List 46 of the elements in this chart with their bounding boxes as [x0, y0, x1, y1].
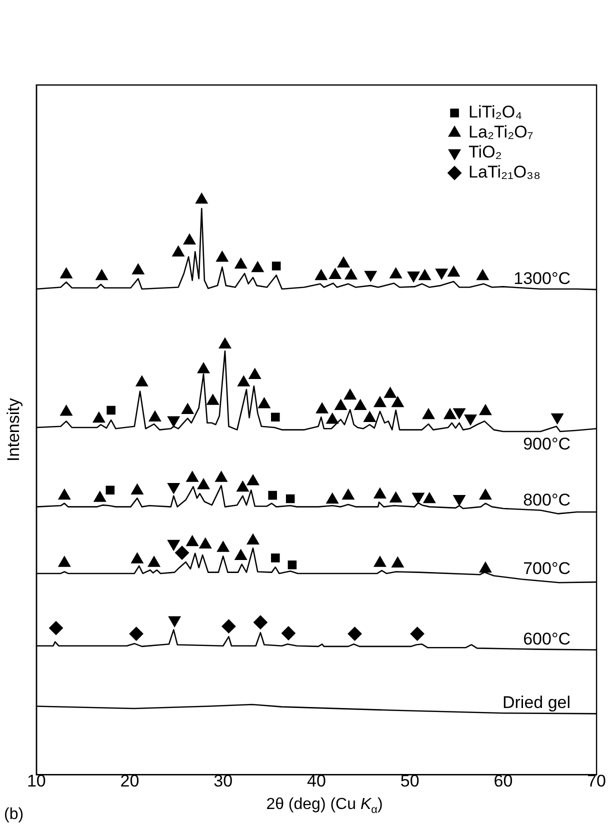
x-tick-label: 10	[26, 771, 46, 790]
point	[407, 271, 420, 282]
point	[410, 626, 424, 641]
x-tick-label: 50	[400, 771, 420, 790]
legend-label: LaTi₂₁O₃₈	[468, 162, 541, 182]
x-axis-title: 2θ (deg) (Cu K$_{α}$)	[265, 796, 384, 816]
point	[435, 268, 448, 280]
point	[168, 482, 180, 494]
point	[281, 626, 296, 640]
point	[551, 413, 564, 424]
point	[168, 540, 180, 551]
point	[412, 492, 424, 504]
x-tick-label: 40	[307, 771, 326, 790]
point	[129, 626, 144, 641]
point	[271, 554, 280, 562]
point	[453, 495, 466, 506]
x-tick-label: 60	[494, 771, 513, 790]
point	[348, 626, 362, 641]
point	[253, 615, 268, 630]
point	[175, 546, 190, 560]
point	[288, 560, 297, 570]
x-tick-label: 20	[120, 771, 140, 790]
series-label: 800°C	[523, 490, 571, 510]
point	[271, 412, 280, 422]
legend-label: TiO₂	[468, 142, 502, 162]
point	[49, 621, 64, 636]
y-axis-title: Intensity	[4, 398, 23, 462]
point	[286, 494, 295, 504]
series-label: 600°C	[523, 629, 571, 648]
series-label: 1300°C	[514, 269, 571, 288]
legend-label: LiTi₂O₄	[468, 102, 522, 122]
series-label: 700°C	[523, 559, 571, 578]
text: (b)	[4, 806, 24, 824]
point	[453, 408, 466, 419]
point	[106, 406, 116, 415]
point	[464, 414, 477, 426]
point	[106, 486, 115, 495]
point	[222, 619, 236, 634]
x-tick-label: 70	[587, 771, 606, 790]
point	[364, 270, 377, 282]
series-label: Dried gel	[502, 693, 571, 712]
series-label: 900°C	[523, 434, 571, 454]
point	[268, 490, 277, 500]
point	[168, 416, 180, 428]
legend-label: La₂Ti₂O₇	[468, 122, 534, 142]
x-tick-label: 30	[214, 771, 233, 790]
